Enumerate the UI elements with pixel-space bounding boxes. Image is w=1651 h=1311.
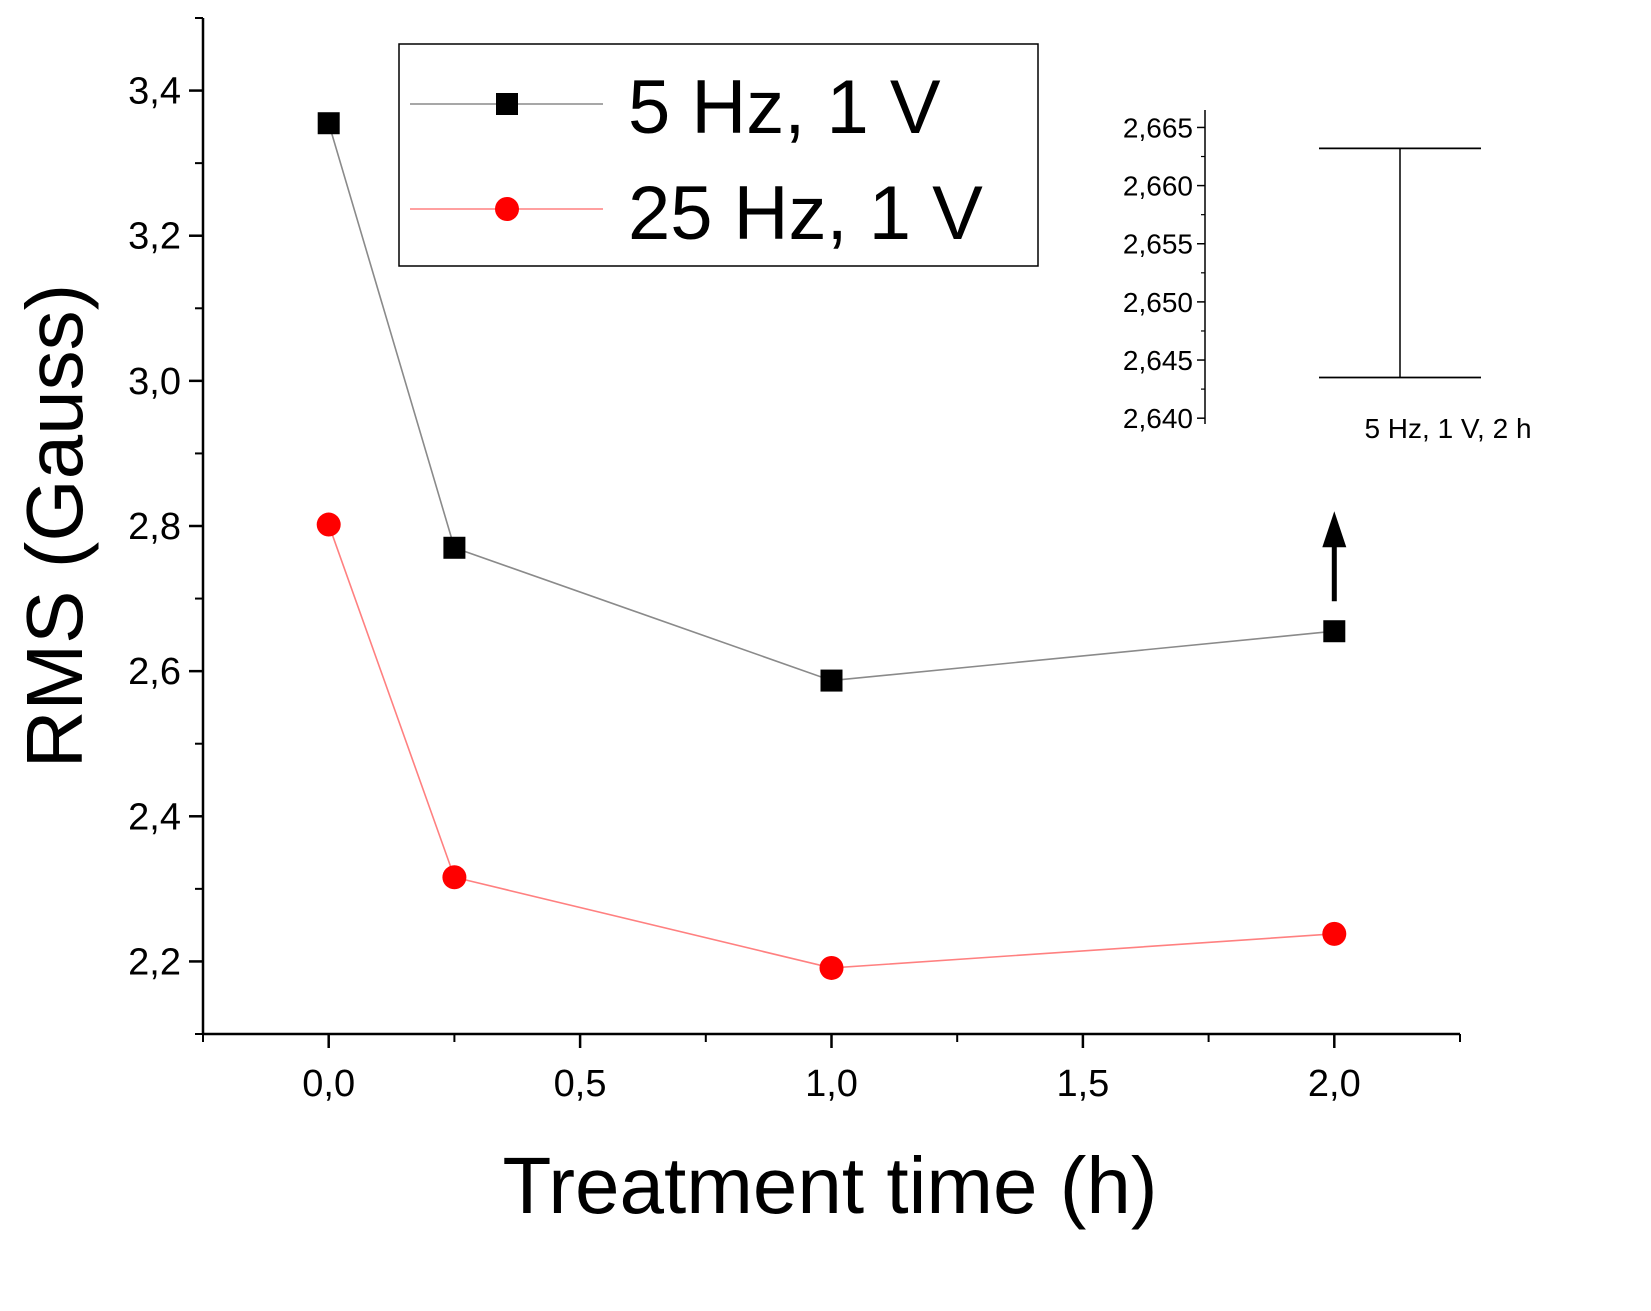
y-tick-label: 3,4 — [128, 71, 181, 113]
y-tick-label: 2,8 — [128, 506, 181, 548]
data-point — [443, 536, 466, 559]
legend-marker-1 — [495, 197, 519, 221]
y-tick-label: 2,2 — [128, 941, 181, 983]
series-layer — [316, 112, 1347, 980]
y-tick-label: 2,6 — [128, 651, 181, 693]
y-tick-label: 2,4 — [128, 796, 181, 838]
data-point — [1322, 921, 1347, 946]
legend-label-1: 25 Hz, 1 V — [628, 171, 983, 256]
inset-y-tick-label: 2,650 — [1123, 287, 1193, 318]
x-axis-title: Treatment time (h) — [503, 1141, 1158, 1230]
x-tick-label: 2,0 — [1308, 1063, 1361, 1105]
data-point — [820, 669, 843, 692]
legend-box — [398, 43, 1039, 267]
inset-errorbar — [1319, 147, 1481, 379]
y-tick-label: 3,0 — [128, 361, 181, 403]
y-tick-label: 3,2 — [128, 216, 181, 258]
x-tick-label: 0,0 — [302, 1063, 355, 1105]
x-tick-label: 1,5 — [1056, 1063, 1109, 1105]
inset-y-tick-label: 2,645 — [1123, 345, 1193, 376]
legend-label-0: 5 Hz, 1 V — [628, 65, 941, 150]
data-point — [316, 512, 341, 537]
x-tick-label: 1,0 — [805, 1063, 858, 1105]
inset-y-tick-label: 2,655 — [1123, 229, 1193, 260]
inset-chart: 2,640 2,645 2,650 2,655 2,660 2,665 5 Hz, 1 V… — [1123, 110, 1532, 444]
data-point — [1323, 620, 1346, 643]
series-line-0 — [327, 123, 1335, 682]
legend: 5 Hz, 1 V 25 Hz, 1 V — [398, 43, 1039, 267]
inset-category-label: 5 Hz, 1 V, 2 h — [1364, 413, 1531, 444]
data-point — [442, 865, 467, 890]
main-axes: 2,2 2,4 2,6 2,8 3,0 3,2 3,4 0,0 0,5 1,0 1,5 2,0 — [128, 17, 1461, 1105]
data-point — [317, 112, 340, 135]
legend-marker-0 — [496, 93, 518, 115]
series-line-1 — [327, 524, 1335, 969]
y-axis-title: RMS (Gauss) — [10, 284, 99, 769]
arrow-head — [1322, 511, 1347, 548]
annotation-arrow — [1322, 511, 1347, 602]
x-tick-label: 0,5 — [554, 1063, 607, 1105]
inset-y-tick-label: 2,640 — [1123, 403, 1193, 434]
inset-y-tick-label: 2,665 — [1123, 112, 1193, 143]
data-point — [819, 955, 844, 980]
inset-y-tick-label: 2,660 — [1123, 171, 1193, 202]
